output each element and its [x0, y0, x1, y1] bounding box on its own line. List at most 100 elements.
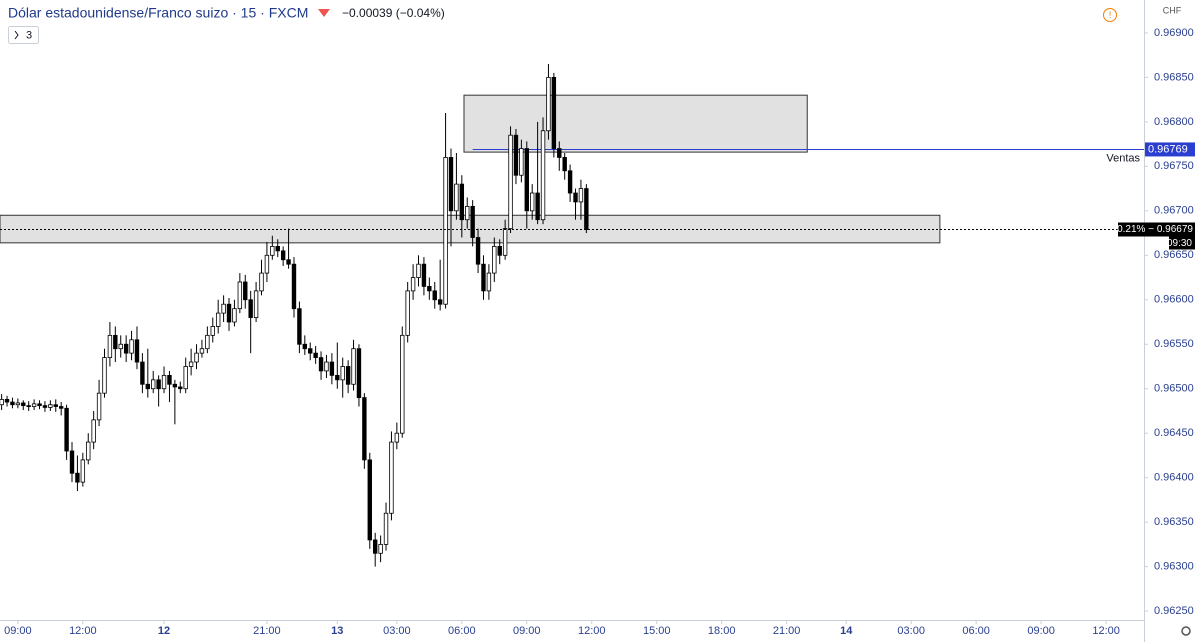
candle-body	[546, 76, 551, 132]
candle-body	[356, 348, 362, 399]
change: −0.00039 (−0.04%)	[342, 6, 445, 20]
candle-body	[161, 374, 167, 390]
candle-body	[151, 379, 156, 390]
x-tick-label: 14	[840, 625, 853, 637]
countdown: 09:30	[1167, 238, 1192, 249]
candle-body	[134, 339, 140, 363]
candle-body	[405, 290, 410, 336]
candle-body	[237, 281, 243, 310]
settings-icon[interactable]	[1181, 626, 1191, 636]
x-tick-label: 03:00	[383, 625, 411, 637]
y-tick-label: 0.96600	[1154, 294, 1194, 306]
candle-body	[199, 348, 205, 354]
candle-body	[530, 192, 535, 212]
currency: CHF	[1163, 5, 1182, 15]
candle-body	[465, 205, 470, 221]
candle-body	[432, 290, 437, 301]
candle-body	[313, 352, 318, 358]
candle-body	[324, 361, 329, 372]
alert-icon[interactable]	[1103, 8, 1117, 22]
y-tick-label: 0.96250	[1154, 605, 1194, 617]
candle-body	[53, 404, 58, 407]
candle-body	[427, 286, 432, 292]
candle-body	[519, 148, 524, 176]
candle-body	[123, 343, 129, 354]
order-price-chip	[1145, 142, 1195, 157]
x-tick-label: 06:00	[962, 625, 990, 637]
x-tick-label: 12	[158, 625, 170, 637]
candle-body	[400, 334, 405, 434]
candle-body	[205, 334, 210, 350]
candle-body	[497, 245, 502, 256]
candle-body	[183, 366, 188, 390]
y-tick-label: 0.96350	[1154, 516, 1194, 528]
candle-body	[10, 401, 15, 406]
candle-body	[26, 405, 31, 408]
candle-body	[378, 543, 383, 554]
candle-body	[259, 272, 264, 292]
candle-body	[481, 263, 486, 292]
x-tick-label: 09:00	[4, 625, 32, 637]
x-tick-label: 12:00	[69, 625, 97, 637]
candle-body	[372, 539, 378, 554]
candle-body	[437, 299, 443, 305]
y-tick-label: 0.96850	[1154, 71, 1194, 83]
candle-body	[194, 352, 199, 363]
candle-body	[394, 432, 400, 443]
candle-body	[557, 148, 562, 158]
candle-body	[492, 245, 497, 274]
alert-mark: !	[1109, 10, 1112, 20]
candle-body	[524, 148, 529, 212]
candle-body	[145, 383, 151, 390]
y-tick-label: 0.96500	[1154, 383, 1194, 395]
candle-body	[178, 386, 183, 390]
candle-body	[551, 76, 557, 149]
chart-title: Dólar estadounidense/Franco suizo · 15 ·…	[8, 5, 308, 21]
candle-body	[48, 404, 53, 408]
candle-body	[102, 357, 107, 394]
candle-body	[156, 379, 161, 390]
y-tick-label: 0.96750	[1154, 160, 1194, 172]
candle-body	[470, 205, 475, 238]
last-price-label: 0.21% − 0.96679	[1117, 224, 1193, 235]
candle-body	[280, 250, 286, 261]
candle-body	[486, 272, 492, 292]
y-tick-label: 0.96300	[1154, 561, 1194, 573]
button-frame[interactable]	[8, 26, 39, 44]
candle-body	[275, 245, 280, 252]
candle-body	[540, 130, 546, 221]
x-tick-label: 06:00	[448, 625, 476, 637]
candle-body	[578, 188, 584, 203]
candle-body	[248, 299, 253, 318]
x-tick-label: 13	[331, 625, 343, 637]
candle-body	[80, 459, 86, 483]
x-tick-label: 18:00	[708, 625, 736, 637]
candle-body	[91, 419, 96, 443]
candle-body	[475, 237, 481, 265]
candle-body	[140, 361, 145, 385]
candle-body	[215, 312, 221, 327]
candle-body	[513, 134, 519, 176]
down-icon	[318, 9, 330, 17]
y-tick-label: 0.96650	[1154, 249, 1194, 261]
candle-body	[226, 303, 232, 323]
y-tick-label: 0.96450	[1154, 427, 1194, 439]
y-tick-label: 0.96800	[1154, 116, 1194, 128]
indicators-button[interactable]: 3	[8, 26, 39, 44]
candle-body	[96, 392, 102, 421]
candle-body	[232, 308, 237, 323]
chevron	[14, 30, 19, 40]
x-tick-label: 21:00	[773, 625, 801, 637]
candle-body	[37, 403, 42, 407]
order-line-label: Ventas	[1106, 152, 1140, 164]
countdown-chip	[1169, 236, 1195, 250]
candle-body	[75, 472, 80, 483]
candle-body	[351, 348, 356, 385]
candle-body	[383, 512, 389, 545]
candle-body	[69, 450, 75, 474]
candle-body	[291, 263, 297, 310]
indicators-count[interactable]: 3	[26, 29, 32, 41]
last-price-chip	[1118, 222, 1195, 237]
candle-body	[302, 343, 308, 350]
